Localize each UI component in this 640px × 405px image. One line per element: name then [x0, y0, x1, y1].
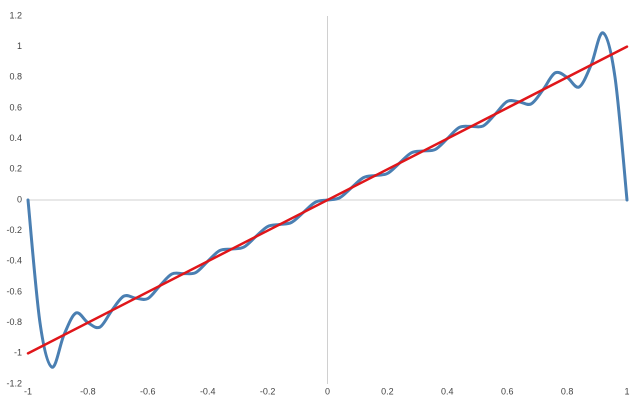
y-tick-label: 0.4 [9, 133, 22, 143]
x-tick-label: -0.6 [140, 386, 156, 396]
x-tick-label: 0.8 [561, 386, 574, 396]
y-tick-label: 0 [17, 194, 22, 204]
x-tick-label: 0.4 [441, 386, 454, 396]
y-tick-label: -0.2 [6, 225, 22, 235]
y-tick-label: 0.6 [9, 102, 22, 112]
x-tick-label: -0.4 [200, 386, 216, 396]
y-tick-label: 1 [17, 41, 22, 51]
y-tick-label: 0.2 [9, 164, 22, 174]
x-tick-label: -0.8 [80, 386, 96, 396]
y-tick-label: 0.8 [9, 72, 22, 82]
y-tick-label: -1.2 [6, 378, 22, 388]
x-tick-label: -1 [24, 386, 32, 396]
x-tick-label: 0 [325, 386, 330, 396]
series-line [26, 45, 629, 355]
y-tick-label: -0.6 [6, 286, 22, 296]
y-tick-label: -1 [14, 348, 22, 358]
x-tick-label: 0.2 [381, 386, 394, 396]
y-tick-label: -0.8 [6, 317, 22, 327]
y-tick-label: -0.4 [6, 256, 22, 266]
x-tick-label: 0.6 [501, 386, 514, 396]
y-tick-label: 1.2 [9, 10, 22, 20]
x-tick-label: 1 [624, 386, 629, 396]
x-tick-label: -0.2 [260, 386, 276, 396]
